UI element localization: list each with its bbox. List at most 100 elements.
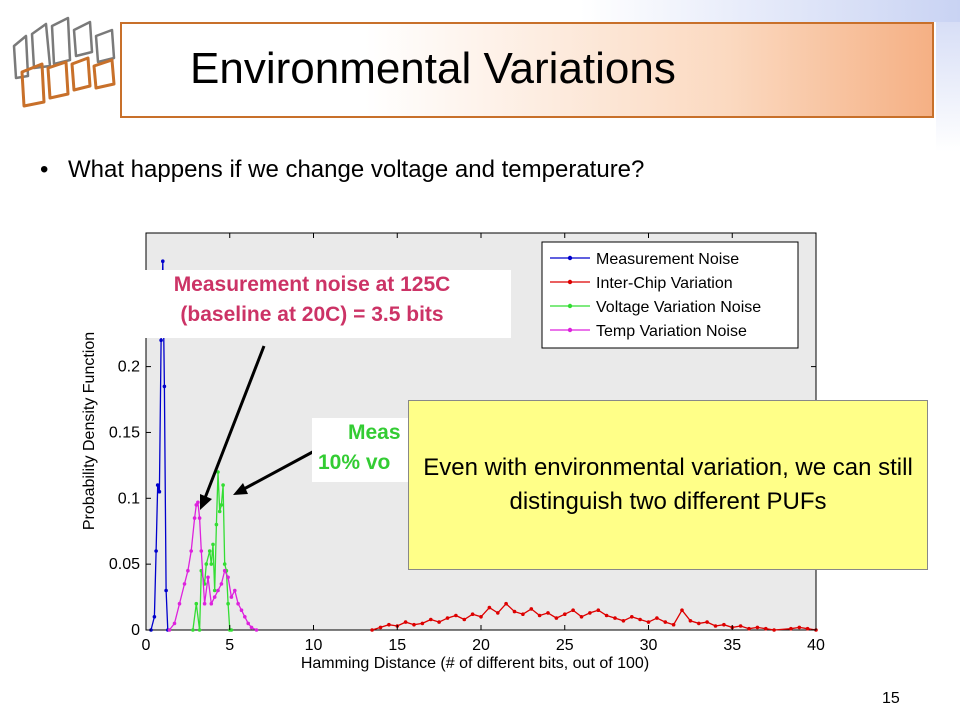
data-point [246, 621, 250, 626]
data-point [722, 622, 726, 627]
data-point [529, 607, 534, 611]
data-point [229, 628, 234, 632]
data-point [755, 625, 760, 630]
data-point [214, 522, 219, 527]
data-point [747, 626, 751, 631]
data-point [596, 608, 601, 612]
data-point [470, 612, 475, 616]
data-point [202, 601, 207, 606]
data-point [805, 626, 810, 631]
data-point [504, 601, 508, 606]
y-tick-label: 0.05 [109, 556, 140, 573]
y-tick-label: 0.2 [118, 359, 140, 376]
data-point [226, 601, 230, 606]
data-point [212, 588, 217, 593]
data-point [186, 568, 190, 573]
data-point [189, 549, 193, 553]
data-point [621, 619, 626, 623]
legend-label: Measurement Noise [596, 251, 739, 268]
legend-item: Inter-Chip Variation [550, 275, 733, 292]
data-point [638, 617, 642, 622]
data-point [211, 542, 215, 547]
data-point [663, 620, 668, 624]
data-point [487, 605, 492, 610]
data-point [222, 568, 227, 573]
data-point [197, 628, 202, 632]
data-point [554, 616, 559, 620]
y-axis-label: Probability Density Function [81, 332, 98, 530]
legend-marker [567, 303, 573, 309]
temp-callout-line2: (baseline at 20C) = 3.5 bits [180, 303, 444, 326]
data-point [243, 615, 247, 619]
data-point [159, 338, 163, 343]
data-point [216, 470, 220, 474]
data-point [604, 613, 609, 618]
data-point [207, 549, 212, 553]
data-point [705, 620, 709, 624]
data-point [571, 608, 575, 612]
temp-arrow [203, 345, 266, 499]
data-point [204, 562, 209, 566]
data-point [403, 620, 408, 624]
data-point [167, 628, 172, 632]
x-axis-label: Hamming Distance (# of different bits, o… [301, 655, 649, 672]
data-point [239, 608, 244, 612]
data-point [155, 483, 160, 487]
x-tick-label: 10 [305, 637, 323, 654]
bullet-dot: • [40, 156, 49, 183]
bullet-text: What happens if we change voltage and te… [68, 156, 645, 183]
volt-arrowhead [233, 483, 248, 495]
data-point [206, 575, 210, 580]
data-point [537, 613, 542, 618]
legend-item: Measurement Noise [550, 251, 739, 268]
data-point [546, 611, 550, 615]
data-point [454, 613, 458, 618]
data-point [164, 588, 168, 593]
data-point [671, 622, 676, 627]
data-point [462, 617, 467, 622]
x-tick-label: 35 [723, 637, 741, 654]
data-point [233, 588, 237, 593]
data-point [191, 628, 195, 632]
data-point [219, 582, 224, 586]
data-point [226, 575, 230, 580]
temp-arrowhead [200, 494, 212, 510]
data-point [194, 601, 199, 606]
data-point [157, 489, 162, 494]
x-tick-label: 30 [640, 637, 658, 654]
decorative-corner-band [580, 0, 960, 22]
data-point [764, 626, 768, 631]
data-point [412, 622, 416, 627]
data-point [437, 620, 441, 624]
data-point [154, 549, 158, 553]
x-tick-label: 25 [556, 637, 574, 654]
data-point [655, 616, 659, 620]
data-point [512, 609, 517, 614]
legend-item: Temp Variation Noise [550, 323, 747, 340]
data-point [789, 626, 793, 631]
y-tick-label: 0 [131, 622, 140, 639]
data-point [387, 622, 391, 627]
x-tick-label: 40 [807, 637, 825, 654]
data-point [378, 625, 383, 630]
data-point [496, 611, 500, 615]
data-point [162, 384, 167, 389]
data-point [521, 612, 525, 616]
data-point [797, 625, 802, 630]
data-point [172, 621, 177, 626]
data-point [229, 595, 234, 599]
data-point [772, 628, 776, 632]
y-tick-label: 0.15 [109, 424, 140, 441]
data-point [197, 516, 202, 520]
data-point [161, 259, 165, 264]
legend-marker [567, 327, 573, 333]
data-point [688, 619, 693, 623]
x-tick-label: 20 [472, 637, 490, 654]
data-point [579, 615, 584, 619]
data-point [209, 601, 214, 606]
data-point [630, 615, 634, 619]
page-number: 15 [882, 690, 900, 707]
series-3 [167, 500, 259, 632]
x-tick-label: 5 [225, 637, 234, 654]
data-point [182, 582, 187, 586]
